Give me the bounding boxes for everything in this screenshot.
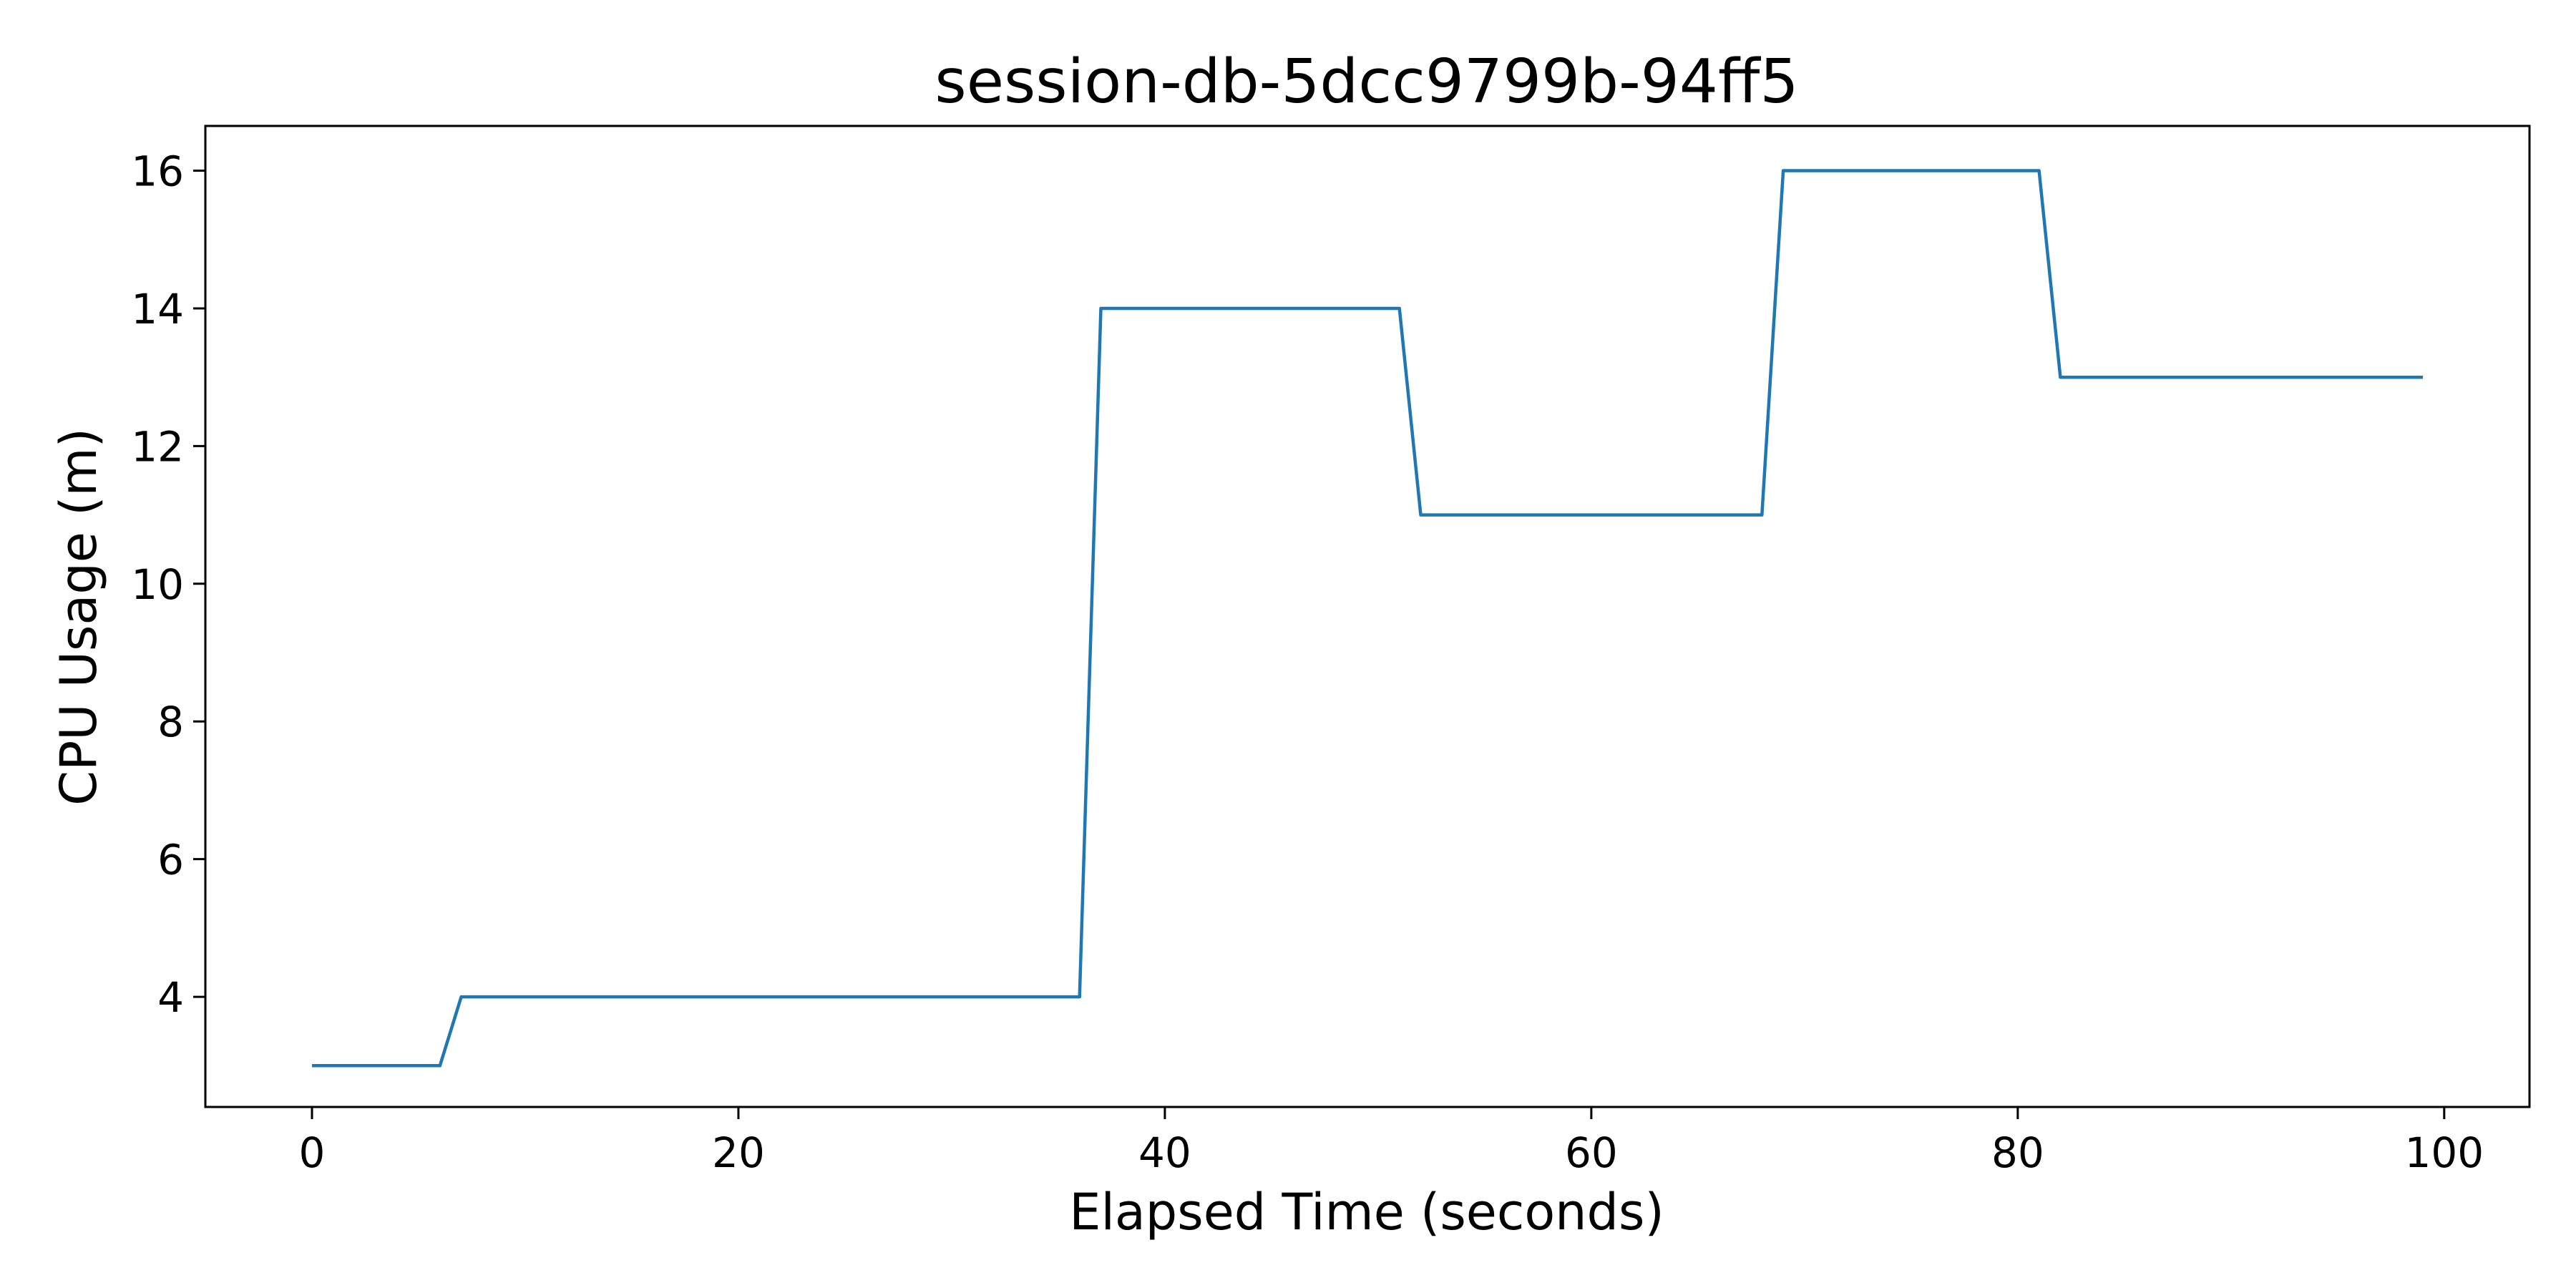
x-axis-label: Elapsed Time (seconds) bbox=[1069, 1183, 1664, 1241]
y-tick-label: 4 bbox=[157, 973, 184, 1022]
y-tick-label: 16 bbox=[131, 147, 184, 196]
cpu-usage-series-line bbox=[312, 169, 2423, 1068]
x-tick-label: 20 bbox=[712, 1128, 765, 1177]
x-tick-label: 0 bbox=[299, 1128, 326, 1177]
y-tick-label: 12 bbox=[131, 422, 184, 471]
x-tick-label: 80 bbox=[1991, 1128, 2044, 1177]
y-axis-label: CPU Usage (m) bbox=[49, 428, 108, 806]
x-tick-label: 40 bbox=[1138, 1128, 1191, 1177]
x-axis-ticks: 0 20 40 60 80 100 bbox=[299, 1107, 2484, 1177]
series-layer bbox=[312, 169, 2423, 1068]
y-tick-label: 10 bbox=[131, 560, 184, 609]
x-tick-label: 60 bbox=[1565, 1128, 1618, 1177]
x-tick-label: 100 bbox=[2404, 1128, 2484, 1177]
y-tick-label: 8 bbox=[157, 698, 184, 746]
y-axis-ticks: 4 6 8 10 12 14 16 bbox=[131, 147, 205, 1022]
y-tick-label: 14 bbox=[131, 285, 184, 333]
y-tick-label: 6 bbox=[157, 836, 184, 884]
plot-area-frame bbox=[204, 125, 2531, 1108]
chart-title: session-db-5dcc9799b-94ff5 bbox=[935, 47, 1798, 117]
